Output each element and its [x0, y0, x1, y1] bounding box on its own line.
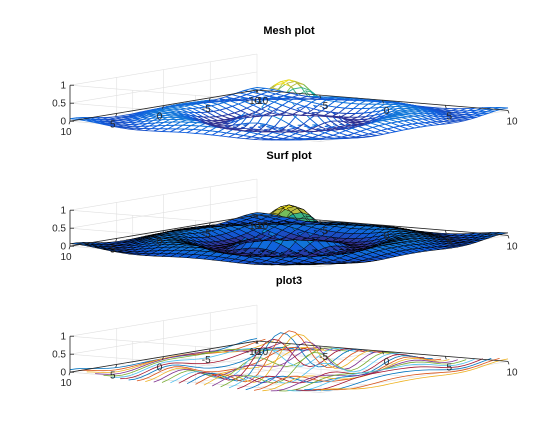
- z-tick-label: 1: [60, 206, 66, 217]
- x-tick-label: 5: [446, 362, 452, 373]
- floor-grid-line: [321, 361, 508, 392]
- y-tick-label: 0: [157, 363, 163, 374]
- y-tick-label: -10: [246, 347, 261, 358]
- y-tick-label: 10: [60, 127, 72, 138]
- y-tick-label: -5: [202, 104, 211, 115]
- y-tick-label: -10: [246, 96, 261, 107]
- x-tick-label: 10: [506, 367, 518, 378]
- subplot-title: Surf plot: [266, 150, 312, 162]
- y-tick-label: -5: [202, 355, 211, 366]
- z-tick-label: 0.5: [52, 99, 66, 110]
- z-tick-label: 1: [60, 81, 66, 92]
- x-tick-label: 5: [446, 236, 452, 247]
- x-tick-label: 5: [446, 111, 452, 122]
- y-tick: [69, 372, 70, 375]
- z-tick-label: 0: [60, 242, 66, 253]
- y-tick: [69, 246, 70, 249]
- z-tick-label: 0.5: [52, 224, 66, 235]
- y-tick-label: 5: [110, 119, 116, 130]
- x-tick-label: 0: [384, 357, 390, 368]
- y-tick-label: 0: [157, 112, 163, 123]
- z-tick-label: 1: [60, 332, 66, 343]
- x-tick: [508, 110, 509, 113]
- x-tick: [508, 235, 509, 238]
- y-tick-label: -5: [202, 229, 211, 240]
- z-tick-label: 0: [60, 368, 66, 379]
- x-tick-label: -5: [319, 226, 328, 237]
- x-tick-label: 10: [506, 241, 518, 252]
- x-tick-label: -5: [319, 352, 328, 363]
- x-tick-label: 0: [384, 106, 390, 117]
- subplot-title: plot3: [276, 275, 302, 287]
- z-tick-label: 0.5: [52, 350, 66, 361]
- y-tick-label: 5: [110, 244, 116, 255]
- y-tick-label: 5: [110, 370, 116, 381]
- x-tick-label: -5: [319, 101, 328, 112]
- y-tick: [69, 121, 70, 124]
- plot3-line: [246, 356, 433, 390]
- y-tick-label: -10: [246, 221, 261, 232]
- x-tick-label: 0: [384, 231, 390, 242]
- z-tick-label: 0: [60, 117, 66, 128]
- x-tick: [508, 361, 509, 364]
- subplot-title: Mesh plot: [263, 25, 315, 37]
- x-tick-label: 10: [506, 116, 518, 127]
- y-tick-label: 0: [157, 237, 163, 248]
- y-tick-label: 10: [60, 252, 72, 263]
- y-tick-label: 10: [60, 378, 72, 389]
